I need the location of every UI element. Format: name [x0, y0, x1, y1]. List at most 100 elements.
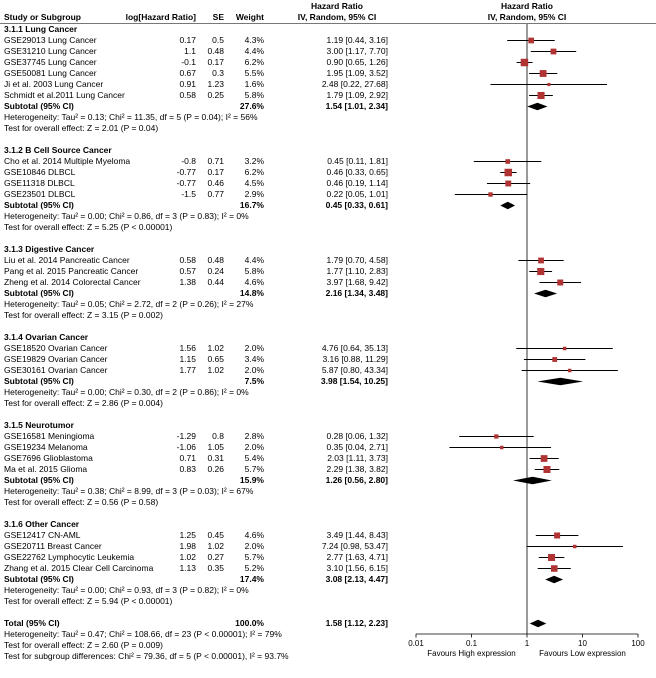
hazard-ratio-ci-value: 5.87 [0.80, 43.34] — [321, 365, 388, 375]
standard-error-value: 0.17 — [207, 57, 224, 67]
statistics-note: Test for overall effect: Z = 0.56 (P = 0… — [4, 497, 159, 507]
study-name: Ma et al. 2015 Glioma — [4, 464, 88, 474]
pooled-label: Subtotal (95% CI) — [4, 101, 74, 111]
study-row: GSE30161 Ovarian Cancer 1.77 1.02 2.0% 5.87 … — [0, 365, 656, 376]
hazard-ratio-ci-value: 0.45 [0.11, 1.81] — [327, 156, 388, 166]
study-row: GSE10846 DLBCL -0.77 0.17 6.2% 0.46 [0.33, 0… — [0, 167, 656, 178]
standard-error-value: 0.17 — [207, 167, 224, 177]
pooled-ci-value: 3.98 [1.54, 10.25] — [320, 376, 388, 386]
hazard-ratio-ci-value: 1.79 [1.09, 2.92] — [326, 90, 388, 100]
subtotal-row: Subtotal (95% CI) 15.9% 1.26 [0.56, 2.80] — [0, 475, 656, 486]
weight-value: 4.5% — [244, 178, 264, 188]
subgroup-title: 3.1.4 Ovarian Cancer — [4, 332, 89, 342]
hazard-ratio-ci-value: 7.24 [0.98, 53.47] — [321, 541, 388, 551]
weight-value: 4.4% — [244, 46, 264, 56]
study-row: GSE19234 Melanoma -1.06 1.05 2.0% 0.35 [0.04… — [0, 442, 656, 453]
statistics-note: Test for overall effect: Z = 3.15 (P = 0… — [4, 310, 163, 320]
subgroup-title-row: 3.1.1 Lung Cancer — [0, 24, 656, 35]
weight-value: 2.9% — [244, 189, 264, 199]
statistics-note-row: Test for overall effect: Z = 3.15 (P = 0… — [0, 310, 656, 321]
standard-error-value: 0.45 — [207, 530, 224, 540]
log-hazard-ratio-value: 0.58 — [179, 90, 196, 100]
log-hazard-ratio-value: 1.1 — [184, 46, 196, 56]
hazard-ratio-ci-value: 4.76 [0.64, 35.13] — [321, 343, 388, 353]
blank-row — [0, 233, 656, 244]
weight-value: 2.0% — [244, 442, 264, 452]
statistics-note: Test for subgroup differences: Chi² = 79… — [4, 651, 289, 661]
pooled-weight-value: 27.6% — [239, 101, 264, 111]
statistics-note-row: Heterogeneity: Tau² = 0.38; Chi² = 8.99,… — [0, 486, 656, 497]
weight-value: 3.2% — [244, 156, 264, 166]
study-row: GSE31210 Lung Cancer 1.1 0.48 4.4% 3.00 [1.1… — [0, 46, 656, 57]
log-hazard-ratio-value: 1.25 — [179, 530, 196, 540]
standard-error-value: 1.02 — [207, 365, 224, 375]
subgroup-title: 3.1.6 Other Cancer — [4, 519, 80, 529]
column-header-weight: Weight — [235, 12, 264, 22]
weight-value: 6.2% — [244, 57, 264, 67]
spacer — [196, 618, 224, 629]
weight-value: 4.4% — [244, 255, 264, 265]
statistics-note: Heterogeneity: Tau² = 0.05; Chi² = 2.72,… — [4, 299, 254, 309]
column-header-log-hazard-ratio: log[Hazard Ratio] — [125, 12, 196, 22]
log-hazard-ratio-value: 1.77 — [179, 365, 196, 375]
spacer — [165, 200, 196, 211]
statistics-note-row: Heterogeneity: Tau² = 0.05; Chi² = 2.72,… — [0, 299, 656, 310]
hazard-ratio-ci-value: 0.28 [0.06, 1.32] — [326, 431, 388, 441]
weight-value: 5.8% — [244, 266, 264, 276]
study-name: GSE19829 Ovarian Cancer — [4, 354, 108, 364]
spacer — [196, 574, 224, 585]
study-row: GSE16581 Meningioma -1.29 0.8 2.8% 0.28 [0.0… — [0, 431, 656, 442]
weight-value: 2.0% — [244, 343, 264, 353]
study-row: GSE20711 Breast Cancer 1.98 1.02 2.0% 7.24 [… — [0, 541, 656, 552]
weight-value: 2.0% — [244, 541, 264, 551]
study-row: Ji et al. 2003 Lung Cancer 0.91 1.23 1.6% 2.… — [0, 79, 656, 90]
statistics-note-row: Heterogeneity: Tau² = 0.00; Chi² = 0.86,… — [0, 211, 656, 222]
hazard-ratio-ci-value: 3.97 [1.68, 9.42] — [326, 277, 388, 287]
study-name: GSE12417 CN-AML — [4, 530, 81, 540]
study-name: GSE23501 DLBCL — [4, 189, 76, 199]
log-hazard-ratio-value: -1.29 — [176, 431, 196, 441]
study-name: GSE7696 Glioblastoma — [4, 453, 93, 463]
statistics-note: Test for overall effect: Z = 5.94 (P < 0… — [4, 596, 173, 606]
study-name: Zhang et al. 2015 Clear Cell Carcinoma — [4, 563, 154, 573]
weight-value: 5.4% — [244, 453, 264, 463]
study-row: GSE11318 DLBCL -0.77 0.46 4.5% 0.46 [0.19, 1… — [0, 178, 656, 189]
hazard-ratio-ci-value: 2.77 [1.63, 4.71] — [326, 552, 388, 562]
pooled-weight-value: 17.4% — [239, 574, 264, 584]
statistics-note-row: Test for subgroup differences: Chi² = 79… — [0, 651, 656, 662]
standard-error-value: 0.46 — [207, 178, 224, 188]
weight-value: 5.7% — [244, 464, 264, 474]
study-name: GSE37745 Lung Cancer — [4, 57, 97, 67]
log-hazard-ratio-value: -0.1 — [181, 57, 196, 67]
statistics-note: Heterogeneity: Tau² = 0.00; Chi² = 0.86,… — [4, 211, 249, 221]
log-hazard-ratio-value: 0.58 — [179, 255, 196, 265]
spacer — [165, 376, 196, 387]
hazard-ratio-ci-value: 0.22 [0.05, 1.01] — [326, 189, 388, 199]
hazard-ratio-ci-value: 0.90 [0.65, 1.26] — [326, 57, 388, 67]
study-row: Cho et al. 2014 Multiple Myeloma -0.8 0.71… — [0, 156, 656, 167]
study-name: GSE30161 Ovarian Cancer — [4, 365, 108, 375]
weight-value: 5.2% — [244, 563, 264, 573]
standard-error-value: 0.3 — [212, 68, 224, 78]
pooled-ci-value: 2.16 [1.34, 3.48] — [325, 288, 388, 298]
subgroup-title-row: 3.1.3 Digestive Cancer — [0, 244, 656, 255]
statistics-note-row: Test for overall effect: Z = 2.86 (P = 0… — [0, 398, 656, 409]
column-header-study: Study or Subgroup — [4, 12, 81, 22]
weight-value: 2.0% — [244, 365, 264, 375]
study-name: GSE16581 Meningioma — [4, 431, 95, 441]
subgroup-title-row: 3.1.4 Ovarian Cancer — [0, 332, 656, 343]
pooled-label: Subtotal (95% CI) — [4, 200, 74, 210]
hazard-ratio-header-plot-column: Hazard Ratio — [501, 1, 553, 11]
subtotal-row: Subtotal (95% CI) 14.8% 2.16 [1.34, 3.48] — [0, 288, 656, 299]
statistics-note: Heterogeneity: Tau² = 0.38; Chi² = 8.99,… — [4, 486, 254, 496]
study-row: GSE22762 Lymphocytic Leukemia 1.02 0.27 5.7… — [0, 552, 656, 563]
subgroup-title: 3.1.3 Digestive Cancer — [4, 244, 95, 254]
study-row: Schmidt et al.2011 Lung Cancer 0.58 0.25 5.… — [0, 90, 656, 101]
hazard-ratio-ci-value: 0.35 [0.04, 2.71] — [326, 442, 388, 452]
study-row: Pang et al. 2015 Pancreatic Cancer 0.57 0.… — [0, 266, 656, 277]
pooled-label: Subtotal (95% CI) — [4, 475, 74, 485]
spacer — [165, 618, 196, 629]
standard-error-value: 0.24 — [207, 266, 224, 276]
hazard-ratio-ci-value: 1.19 [0.44, 3.16] — [326, 35, 388, 45]
subgroup-title: 3.1.5 Neurotumor — [4, 420, 74, 430]
